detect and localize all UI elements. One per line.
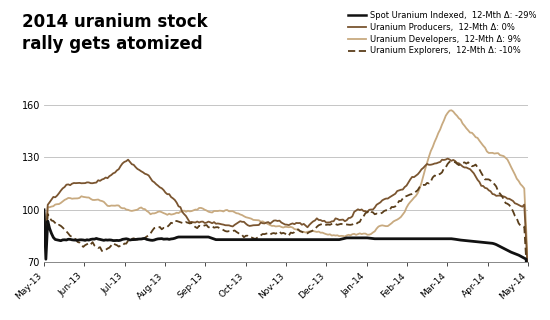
Legend: Spot Uranium Indexed,  12-Mth Δ: -29%, Uranium Producers,  12-Mth Δ: 0%, Uranium: Spot Uranium Indexed, 12-Mth Δ: -29%, Ur… [345,7,540,59]
Text: 2014 uranium stock
rally gets atomized: 2014 uranium stock rally gets atomized [22,13,208,53]
